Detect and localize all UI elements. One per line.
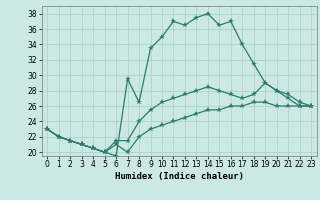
- X-axis label: Humidex (Indice chaleur): Humidex (Indice chaleur): [115, 172, 244, 181]
